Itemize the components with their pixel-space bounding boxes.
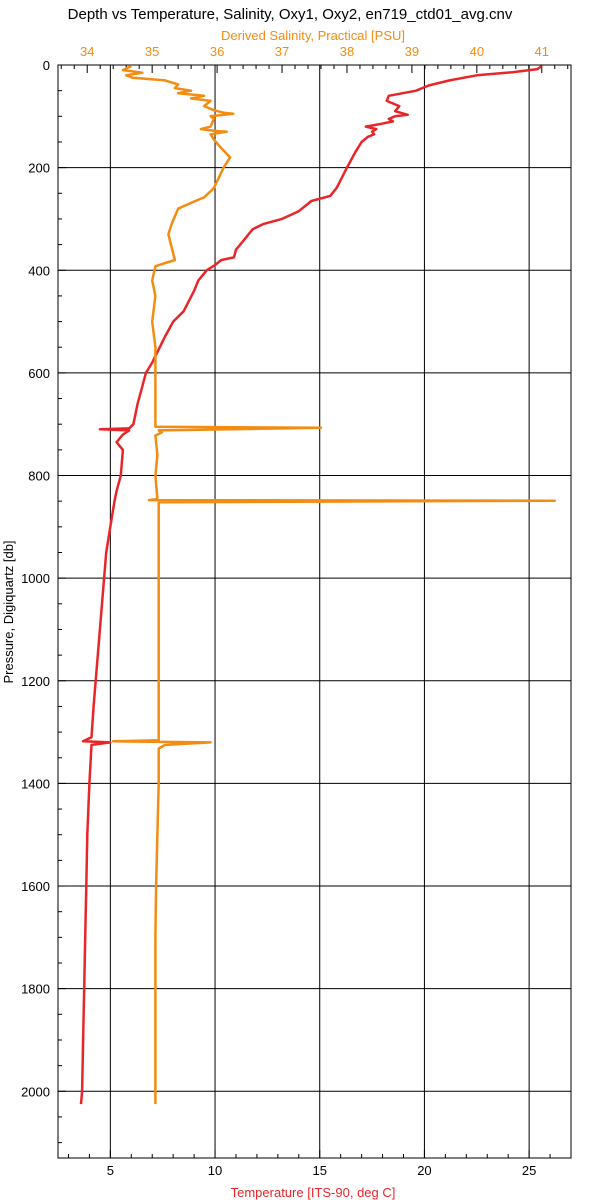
x-top-tick-label: 37 xyxy=(275,44,289,59)
chart-title: Depth vs Temperature, Salinity, Oxy1, Ox… xyxy=(68,6,513,23)
y-tick-label: 800 xyxy=(28,469,50,484)
x-bottom-tick-label: 15 xyxy=(313,1163,327,1178)
plot-area: 0 200 400 600 800 1000 1200 1400 1600 1800 2000 5 10… xyxy=(21,44,572,1178)
bottom-axis-title: Temperature [ITS-90, deg C] xyxy=(231,1185,396,1200)
y-tick-label: 1800 xyxy=(21,982,50,997)
x-top-tick-label: 38 xyxy=(340,44,354,59)
x-bottom-tick-label: 25 xyxy=(522,1163,536,1178)
x-top-tick-label: 35 xyxy=(145,44,159,59)
x-top-tick-label: 36 xyxy=(210,44,224,59)
x-top-tick-label: 40 xyxy=(470,44,484,59)
y-tick-label: 0 xyxy=(43,58,50,73)
y-tick-label: 600 xyxy=(28,366,50,381)
y-tick-label: 400 xyxy=(28,263,50,278)
x-bottom-tick-label: 20 xyxy=(417,1163,431,1178)
x-top-tick-label: 39 xyxy=(405,44,419,59)
salinity-series-line xyxy=(111,64,557,1105)
plot-frame xyxy=(57,64,572,1159)
x-bottom-tick-label: 10 xyxy=(208,1163,222,1178)
y-tick-label: 200 xyxy=(28,161,50,176)
y-tick-label: 2000 xyxy=(21,1084,50,1099)
x-bottom-tick-label: 5 xyxy=(107,1163,114,1178)
y-tick-label: 1000 xyxy=(21,571,50,586)
y-tick-label: 1600 xyxy=(21,879,50,894)
x-top-tick-label: 34 xyxy=(80,44,94,59)
y-tick-label: 1400 xyxy=(21,776,50,791)
x-top-tick-label: 41 xyxy=(535,44,549,59)
top-axis-title: Derived Salinity, Practical [PSU] xyxy=(221,28,405,43)
temperature-series-line xyxy=(79,64,543,1105)
y-tick-label: 1200 xyxy=(21,674,50,689)
y-axis-title: Pressure, Digiquartz [db] xyxy=(1,540,16,683)
